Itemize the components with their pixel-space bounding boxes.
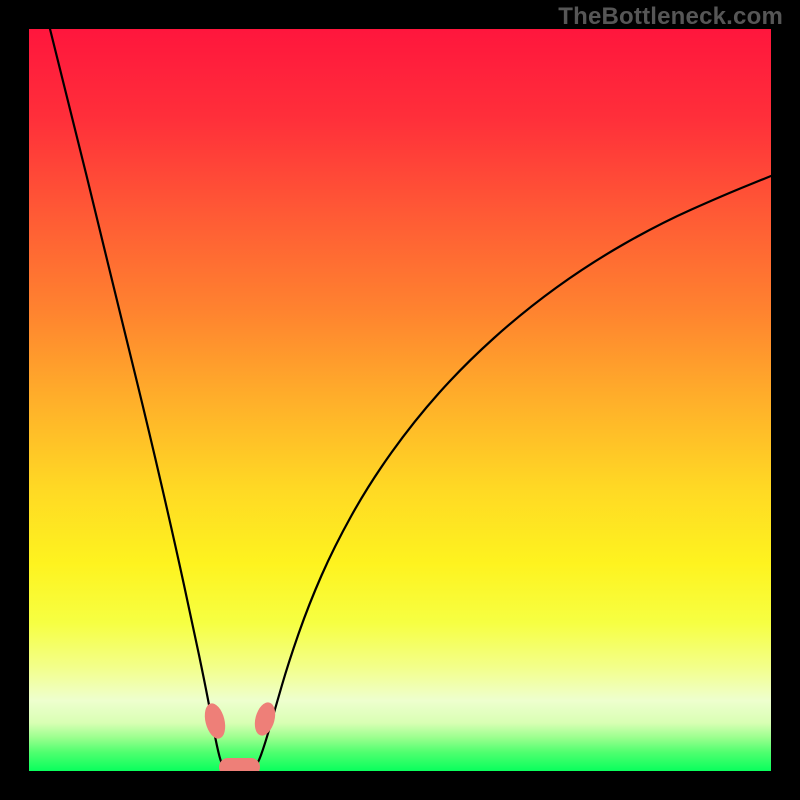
outer-frame: TheBottleneck.com: [0, 0, 800, 800]
bottleneck-chart: [29, 29, 771, 771]
watermark-text: TheBottleneck.com: [558, 3, 783, 31]
blob-bottom-blob: [219, 758, 260, 771]
plot-area: [29, 29, 771, 771]
